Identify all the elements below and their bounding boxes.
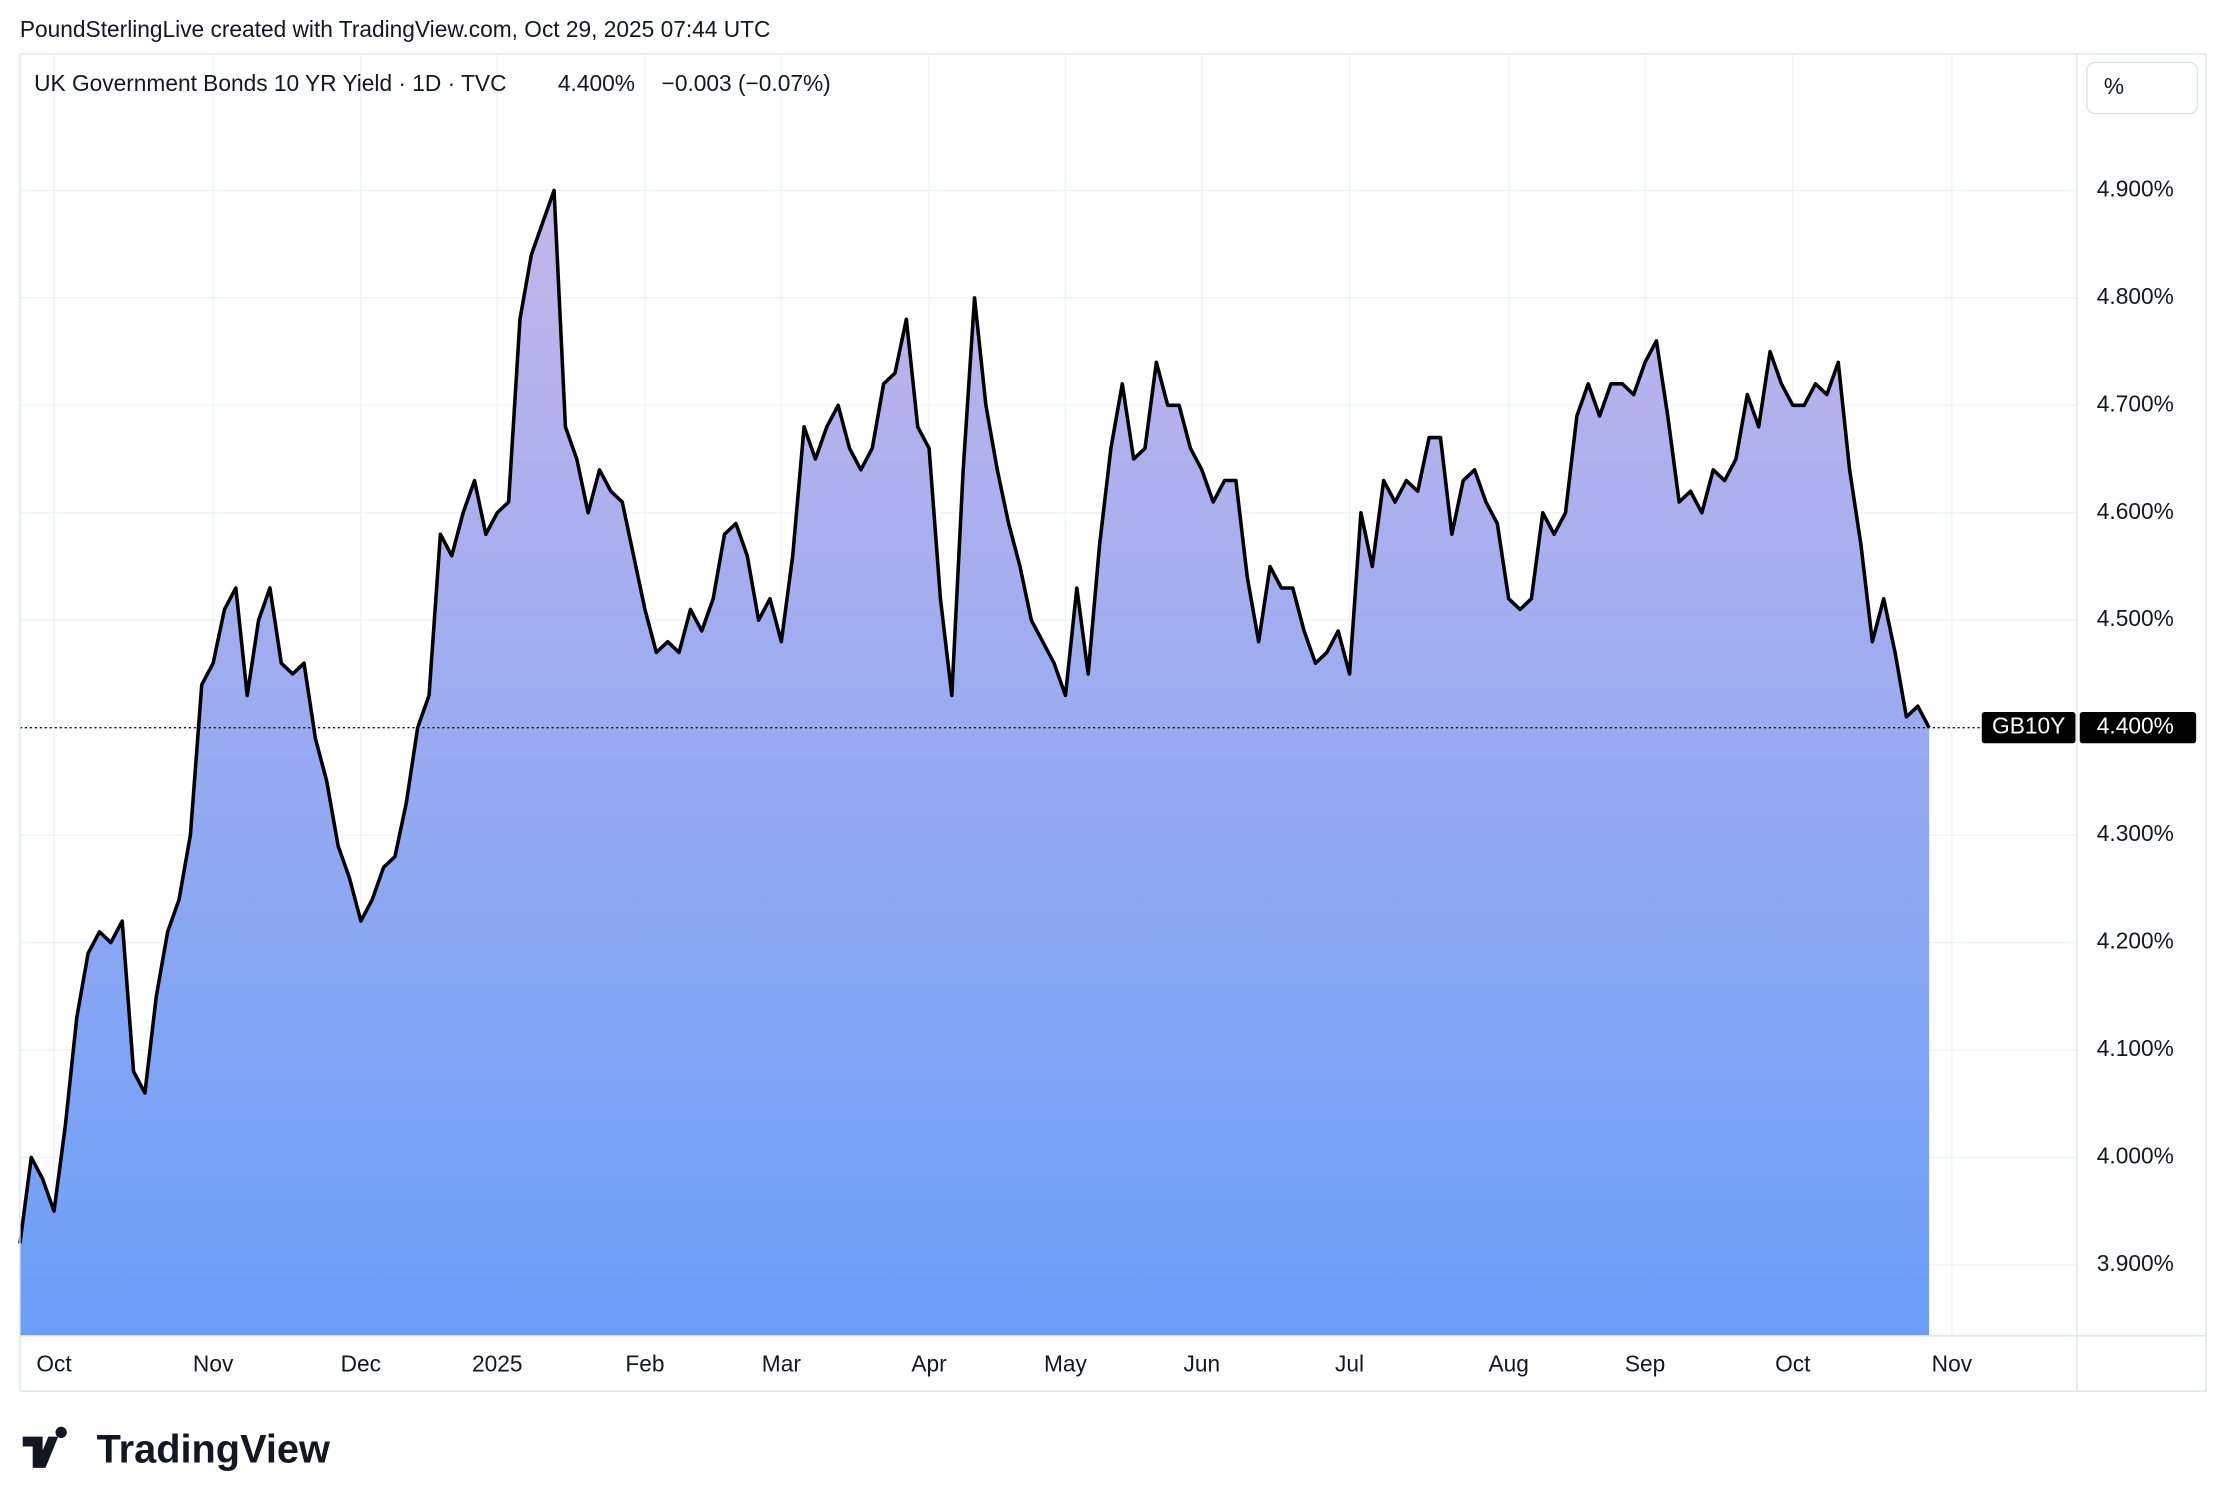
y-tick-label: 4.500% <box>2097 605 2174 631</box>
header-change: −0.003 (−0.07%) <box>662 70 831 96</box>
unit-button[interactable] <box>2086 61 2199 115</box>
x-tick-label: Oct <box>1775 1351 1811 1377</box>
price-line <box>18 188 1931 1244</box>
x-tick-label: Jun <box>1184 1351 1221 1377</box>
x-tick-label: May <box>1044 1351 1088 1377</box>
header-price: 4.400% <box>558 70 635 96</box>
logo-text: TradingView <box>97 1428 330 1472</box>
credit: PoundSterlingLive created with TradingVi… <box>20 16 770 42</box>
area-fill <box>19 190 1930 1336</box>
y-tick-label: 4.000% <box>2097 1142 2174 1168</box>
logo: TradingView <box>22 1426 330 1472</box>
x-tick-label: Oct <box>36 1351 72 1377</box>
y-tick-label: 4.100% <box>2097 1035 2174 1061</box>
x-tick-label: Aug <box>1488 1351 1528 1377</box>
symbol: UK Government Bonds 10 YR Yield · 1D · T… <box>34 70 506 96</box>
x-tick-label: 2025 <box>472 1351 523 1377</box>
x-tick-label: Jul <box>1335 1351 1364 1377</box>
x-tick-label: Apr <box>911 1351 947 1377</box>
y-tick-label: 4.700% <box>2097 390 2174 416</box>
x-tick-label: Feb <box>625 1351 664 1377</box>
y-tick-label: 4.900% <box>2097 175 2174 201</box>
y-tick-label: 4.200% <box>2097 928 2174 954</box>
y-tick-label: 4.300% <box>2097 820 2174 846</box>
price-tag-name-bg <box>1981 712 2076 744</box>
plot <box>18 188 1982 1336</box>
unit-button-label[interactable]: % <box>2104 73 2124 99</box>
x-tick-label: Sep <box>1625 1351 1665 1377</box>
logo-icon <box>22 1426 67 1468</box>
x-tick-label: Dec <box>341 1351 381 1377</box>
y-tick-label: 3.900% <box>2097 1250 2174 1276</box>
x-tick-label: Mar <box>762 1351 802 1377</box>
y-tick-label: 4.600% <box>2097 498 2174 524</box>
price-tag-value: 4.400% <box>2097 713 2174 739</box>
x-tick-label: Nov <box>1932 1351 1973 1377</box>
price-tag-name: GB10Y <box>1992 713 2065 739</box>
y-tick-label: 4.800% <box>2097 283 2174 309</box>
x-tick-label: Nov <box>193 1351 234 1377</box>
price-tag-bg <box>2079 712 2197 744</box>
